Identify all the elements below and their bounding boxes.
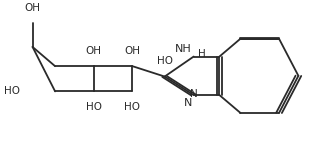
Text: NH: NH (175, 44, 192, 54)
Text: OH: OH (25, 3, 41, 13)
Text: OH: OH (86, 46, 102, 56)
Text: H: H (198, 49, 206, 59)
Text: HO: HO (86, 102, 102, 112)
Text: N: N (191, 89, 198, 99)
Text: OH: OH (124, 46, 140, 56)
Text: N: N (184, 98, 192, 108)
Text: HO: HO (124, 102, 140, 112)
Text: HO: HO (157, 56, 173, 66)
Text: HO: HO (4, 86, 20, 96)
